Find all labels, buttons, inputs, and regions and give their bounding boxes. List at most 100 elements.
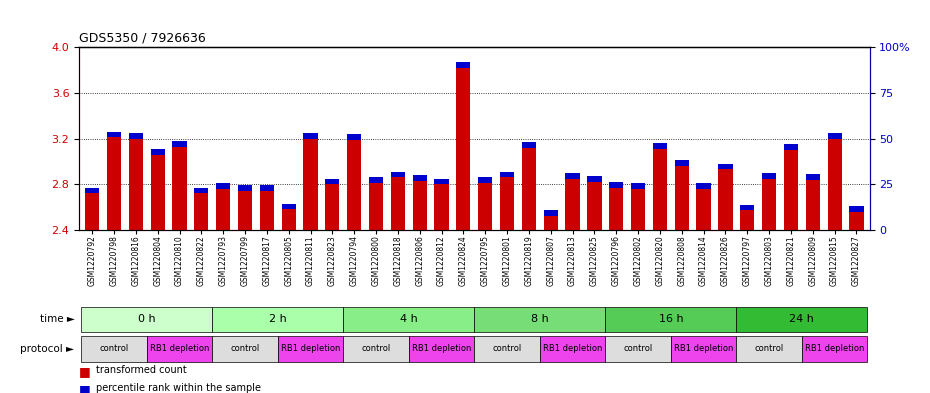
Bar (737, 336, 802, 362)
Bar (278, 336, 343, 362)
Text: RB1 depletion: RB1 depletion (674, 344, 733, 353)
Bar (391, 172, 405, 177)
Bar (369, 183, 383, 230)
Bar (653, 143, 667, 149)
Bar (762, 178, 777, 230)
Bar (718, 169, 733, 230)
Bar (544, 216, 558, 230)
Text: transformed count: transformed count (96, 365, 187, 375)
Bar (478, 183, 492, 230)
Bar (828, 133, 842, 139)
Bar (609, 182, 623, 187)
Bar (347, 140, 361, 230)
Text: 16 h: 16 h (658, 314, 684, 324)
Bar (539, 336, 605, 362)
Text: time ►: time ► (39, 314, 74, 324)
Bar (128, 133, 143, 139)
Bar (85, 187, 100, 193)
Bar (784, 150, 798, 230)
Bar (343, 336, 409, 362)
Bar (216, 189, 231, 230)
Bar (500, 172, 514, 177)
Bar (671, 336, 737, 362)
Text: 2 h: 2 h (269, 314, 286, 324)
Bar (697, 189, 711, 230)
Text: control: control (362, 344, 391, 353)
Text: control: control (754, 344, 784, 353)
Bar (259, 191, 274, 230)
Text: control: control (231, 344, 259, 353)
Bar (238, 191, 252, 230)
Bar (805, 174, 820, 180)
Text: 4 h: 4 h (400, 314, 418, 324)
Bar (805, 180, 820, 230)
Bar (605, 307, 737, 332)
Bar (172, 141, 187, 147)
Bar (588, 182, 602, 230)
Bar (565, 178, 579, 230)
Bar (128, 139, 143, 230)
Bar (457, 68, 471, 230)
Bar (434, 184, 448, 230)
Bar (194, 187, 208, 193)
Bar (674, 160, 689, 166)
Bar (347, 134, 361, 140)
Bar (478, 177, 492, 183)
Bar (282, 204, 296, 209)
Bar (740, 205, 754, 211)
Bar (282, 209, 296, 230)
Bar (259, 185, 274, 191)
Bar (849, 206, 864, 212)
Bar (151, 149, 165, 154)
Bar (212, 336, 278, 362)
Text: ■: ■ (79, 365, 91, 378)
Text: 24 h: 24 h (790, 314, 815, 324)
Text: ■: ■ (79, 383, 91, 393)
Text: RB1 depletion: RB1 depletion (150, 344, 209, 353)
Bar (828, 139, 842, 230)
Bar (391, 177, 405, 230)
Bar (697, 183, 711, 189)
Text: percentile rank within the sample: percentile rank within the sample (96, 383, 260, 393)
Bar (326, 184, 339, 230)
Bar (409, 336, 474, 362)
Bar (565, 173, 579, 178)
Text: control: control (100, 344, 128, 353)
Bar (85, 193, 100, 230)
Bar (544, 211, 558, 216)
Bar (212, 307, 343, 332)
Text: RB1 depletion: RB1 depletion (281, 344, 340, 353)
Bar (238, 185, 252, 191)
Text: 8 h: 8 h (531, 314, 549, 324)
Text: RB1 depletion: RB1 depletion (805, 344, 864, 353)
Bar (194, 193, 208, 230)
Text: control: control (492, 344, 522, 353)
Bar (81, 307, 212, 332)
Text: GDS5350 / 7926636: GDS5350 / 7926636 (79, 31, 206, 44)
Bar (413, 181, 427, 230)
Bar (784, 144, 798, 150)
Bar (172, 147, 187, 230)
Bar (147, 336, 212, 362)
Bar (588, 176, 602, 182)
Bar (343, 307, 474, 332)
Bar (522, 142, 536, 148)
Bar (303, 133, 318, 139)
Bar (434, 178, 448, 184)
Bar (107, 138, 121, 230)
Text: RB1 depletion: RB1 depletion (412, 344, 472, 353)
Bar (631, 189, 645, 230)
Bar (653, 149, 667, 230)
Bar (413, 175, 427, 181)
Bar (718, 163, 733, 169)
Text: 0 h: 0 h (138, 314, 155, 324)
Bar (609, 187, 623, 230)
Bar (216, 183, 231, 189)
Text: control: control (623, 344, 653, 353)
Bar (740, 211, 754, 230)
Bar (474, 336, 539, 362)
Bar (369, 177, 383, 183)
Bar (737, 307, 868, 332)
Bar (151, 154, 165, 230)
Bar (303, 139, 318, 230)
